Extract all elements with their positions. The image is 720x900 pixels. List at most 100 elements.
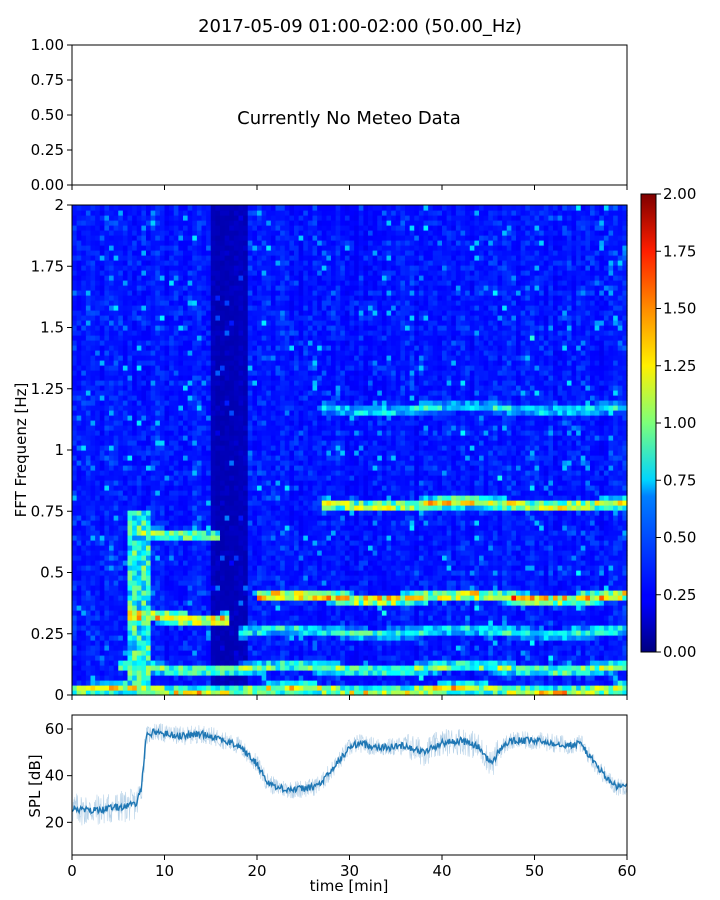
heatmap-cell bbox=[76, 685, 82, 691]
heatmap-cell bbox=[247, 550, 253, 556]
heatmap-cell bbox=[372, 495, 378, 501]
heatmap-cell bbox=[326, 520, 332, 526]
heatmap-cell bbox=[460, 690, 466, 696]
heatmap-cell bbox=[474, 655, 480, 661]
heatmap-cell bbox=[312, 565, 318, 571]
heatmap-cell bbox=[280, 565, 286, 571]
heatmap-cell bbox=[303, 595, 309, 601]
meteo-panel: 0.000.250.500.751.00 Currently No Meteo … bbox=[31, 36, 628, 194]
heatmap-cell bbox=[534, 560, 540, 566]
heatmap-cell bbox=[525, 605, 531, 611]
heatmap-cell bbox=[141, 610, 147, 616]
heatmap-cell bbox=[243, 550, 249, 556]
heatmap-cell bbox=[377, 580, 383, 586]
heatmap-cell bbox=[479, 625, 485, 631]
heatmap-cell bbox=[585, 490, 591, 496]
heatmap-cell bbox=[409, 650, 415, 656]
heatmap-cell bbox=[428, 640, 434, 646]
heatmap-cell bbox=[409, 595, 415, 601]
heatmap-cell bbox=[534, 635, 540, 641]
heatmap-cell bbox=[599, 500, 605, 506]
heatmap-cell bbox=[187, 600, 193, 606]
heatmap-cell bbox=[85, 665, 92, 671]
heatmap-cell bbox=[261, 665, 267, 671]
heatmap-cell bbox=[474, 560, 480, 566]
heatmap-cell bbox=[474, 620, 480, 626]
heatmap-cell bbox=[511, 495, 517, 501]
heatmap-cell bbox=[455, 510, 462, 516]
heatmap-cell bbox=[266, 525, 272, 531]
heatmap-cell bbox=[275, 575, 281, 581]
heatmap-cell bbox=[284, 605, 290, 611]
heatmap-cell bbox=[141, 590, 147, 596]
heatmap-cell bbox=[215, 570, 221, 576]
heatmap-cell bbox=[409, 675, 415, 681]
heatmap-cell bbox=[405, 590, 411, 596]
heatmap-cell bbox=[617, 595, 623, 601]
heatmap-cell bbox=[122, 640, 129, 646]
heatmap-cell bbox=[261, 655, 267, 661]
heatmap-cell bbox=[261, 505, 267, 511]
heatmap-cell bbox=[506, 665, 512, 671]
heatmap-cell bbox=[192, 575, 198, 581]
heatmap-cell bbox=[257, 625, 263, 631]
heatmap-cell bbox=[414, 555, 420, 561]
heatmap-cell bbox=[113, 555, 119, 561]
heatmap-cell bbox=[155, 585, 161, 591]
heatmap-cell bbox=[331, 505, 337, 511]
heatmap-cell bbox=[104, 500, 110, 506]
heatmap-cell bbox=[317, 610, 323, 616]
heatmap-cell bbox=[229, 685, 235, 691]
heatmap-cell bbox=[340, 665, 346, 671]
heatmap-cell bbox=[543, 595, 549, 601]
heatmap-cell bbox=[571, 685, 577, 691]
heatmap-cell bbox=[571, 500, 577, 506]
heatmap-cell bbox=[465, 675, 471, 681]
heatmap-cell bbox=[284, 650, 290, 656]
heatmap-cell bbox=[243, 655, 249, 661]
heatmap-cell bbox=[76, 520, 82, 526]
heatmap-cell bbox=[210, 675, 216, 681]
heatmap-cell bbox=[335, 505, 341, 511]
heatmap-cell bbox=[474, 555, 480, 561]
heatmap-cell bbox=[488, 515, 494, 521]
heatmap-cell bbox=[460, 590, 466, 596]
heatmap-cell bbox=[99, 535, 105, 541]
heatmap-cell bbox=[437, 520, 443, 526]
heatmap-cell bbox=[506, 525, 512, 531]
heatmap-cell bbox=[192, 650, 198, 656]
heatmap-cell bbox=[243, 685, 249, 691]
heatmap-cell bbox=[414, 535, 420, 541]
heatmap-cell bbox=[127, 680, 133, 686]
heatmap-cell bbox=[266, 690, 272, 696]
heatmap-cell bbox=[220, 505, 226, 511]
heatmap-cell bbox=[284, 680, 290, 686]
heatmap-cell bbox=[192, 525, 198, 531]
heatmap-cell bbox=[284, 495, 290, 501]
heatmap-cell bbox=[354, 515, 360, 521]
heatmap-cell bbox=[599, 595, 605, 601]
heatmap-cell bbox=[146, 585, 152, 591]
heatmap-cell bbox=[557, 680, 563, 686]
heatmap-cell bbox=[594, 550, 600, 556]
heatmap-cell bbox=[451, 560, 457, 566]
heatmap-cell bbox=[368, 690, 374, 696]
heatmap-cell bbox=[358, 610, 364, 616]
heatmap-cell bbox=[109, 545, 115, 551]
heatmap-cell bbox=[344, 565, 351, 571]
heatmap-cell bbox=[525, 550, 531, 556]
heatmap-cell bbox=[548, 550, 554, 556]
heatmap-cell bbox=[539, 600, 545, 606]
heatmap-cell bbox=[224, 530, 230, 536]
heatmap-cell bbox=[252, 660, 258, 666]
heatmap-cell bbox=[479, 570, 485, 576]
heatmap-cell bbox=[395, 610, 401, 616]
heatmap-cell bbox=[266, 580, 272, 586]
heatmap-cell bbox=[446, 505, 452, 511]
heatmap-cell bbox=[423, 685, 429, 691]
heatmap-cell bbox=[571, 670, 577, 676]
heatmap-cell bbox=[418, 600, 425, 606]
heatmap-cell bbox=[622, 510, 628, 516]
heatmap-cell bbox=[261, 500, 267, 506]
heatmap-cell bbox=[72, 520, 78, 526]
